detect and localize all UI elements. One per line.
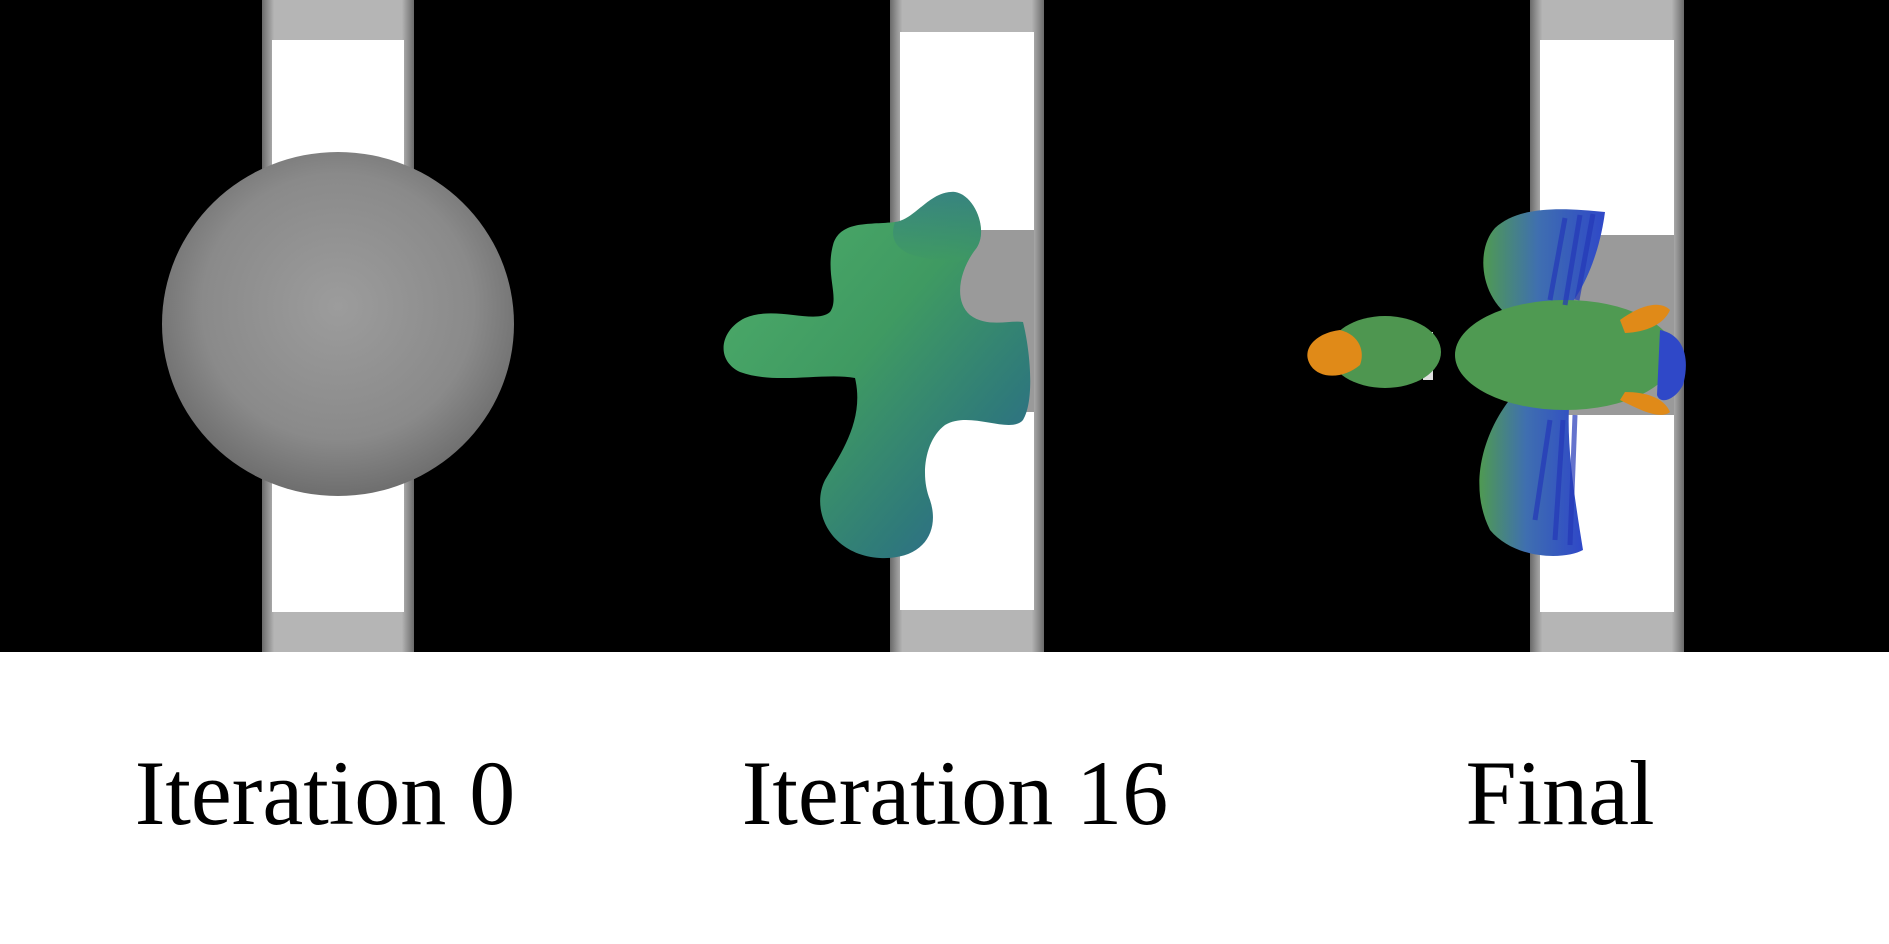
duck-beak xyxy=(1307,330,1362,376)
duck-tail xyxy=(1657,330,1686,401)
caption-iteration-16: Iteration 16 xyxy=(741,742,1169,844)
green-blob xyxy=(723,191,1031,559)
duck xyxy=(1307,209,1686,556)
caption-final: Final xyxy=(1465,742,1655,844)
duck-head xyxy=(1329,316,1441,388)
caption-iteration-0: Iteration 0 xyxy=(134,742,516,844)
render-strip xyxy=(0,0,1889,652)
duck-wing-stripes xyxy=(1532,213,1596,546)
duck-foot-top xyxy=(1620,304,1670,333)
grey-sphere xyxy=(162,152,514,496)
panel-iteration-0 xyxy=(0,0,625,652)
render-iteration-16 xyxy=(723,0,1044,652)
duck-body xyxy=(1455,300,1675,410)
render-iteration-0 xyxy=(162,0,514,652)
panel-final xyxy=(1265,0,1889,652)
duck-foot-bottom xyxy=(1620,392,1670,415)
blob-highlight xyxy=(893,191,982,263)
render-final xyxy=(1307,0,1686,652)
panel-iteration-16 xyxy=(625,0,1265,652)
